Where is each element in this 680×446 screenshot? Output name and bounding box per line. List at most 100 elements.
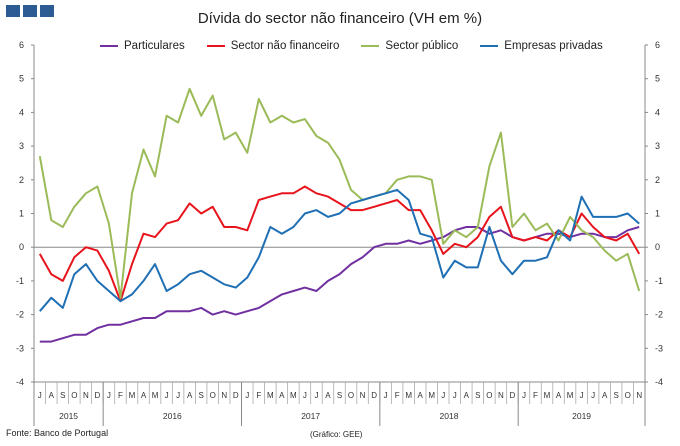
series-line-3 [39,188,640,312]
chart-credit: (Gráfico: GEE) [310,430,363,439]
source-note: Fonte: Banco de Portugal [6,428,109,438]
x-tick-label: S [614,391,619,400]
x-year-label: 2019 [572,411,591,421]
legend-item-empresas-privadas: Empresas privadas [480,40,603,52]
x-tick-label: F [533,391,538,400]
x-tick-label: O [625,391,631,400]
logo-square-3 [40,5,54,17]
x-tick-label: M [428,391,435,400]
y-tick-label-left: 1 [19,209,24,219]
y-tick-label-right: 3 [655,141,660,151]
x-tick-label: M [152,391,159,400]
x-tick-label: J [453,391,457,400]
y-tick-label-left: 3 [19,141,24,151]
x-tick-label: J [38,391,42,400]
y-tick-label-right: -3 [655,343,663,353]
x-tick-label: A [418,391,424,400]
x-tick-label: J [384,391,388,400]
x-tick-label: M [405,391,412,400]
y-tick-label-right: 6 [655,40,660,50]
x-tick-label: M [129,391,136,400]
x-tick-label: J [441,391,445,400]
y-tick-label-left: 5 [19,74,24,84]
x-tick-label: M [290,391,297,400]
x-tick-label: J [591,391,595,400]
x-tick-label: S [198,391,203,400]
legend-label-particulares: Particulares [124,40,185,52]
x-tick-label: N [360,391,366,400]
series-line-1 [38,185,641,303]
y-tick-label-left: -1 [16,276,24,286]
x-tick-label: O [71,391,77,400]
x-tick-label: M [544,391,551,400]
x-tick-label: S [60,391,65,400]
y-tick-label-left: 6 [19,40,24,50]
x-tick-label: A [187,391,193,400]
x-tick-label: A [464,391,470,400]
x-tick-label: J [165,391,169,400]
y-tick-label-right: 0 [655,242,660,252]
y-tick-label-left: -3 [16,343,24,353]
legend-label-empresas-privadas: Empresas privadas [504,40,603,52]
series-line-2 [38,87,641,299]
x-tick-label: A [141,391,147,400]
legend-item-sector-publico: Sector público [361,40,458,52]
x-tick-label: N [636,391,642,400]
x-tick-label: J [245,391,249,400]
y-tick-label-right: 1 [655,209,660,219]
logo-square-1 [6,5,20,17]
logo-square-2 [23,5,37,17]
x-tick-label: D [510,391,516,400]
x-year-label: 2018 [440,411,459,421]
x-tick-label: A [325,391,331,400]
chart-title: Dívida do sector não financeiro (VH em %… [197,10,483,27]
x-tick-label: A [602,391,608,400]
x-tick-label: N [221,391,227,400]
y-tick-label-left: -2 [16,310,24,320]
y-tick-label-right: -1 [655,276,663,286]
y-tick-label-left: 2 [19,175,24,185]
y-tick-label-right: -4 [655,377,663,387]
x-tick-label: D [371,391,377,400]
series-line-0 [39,226,640,343]
x-tick-label: D [233,391,239,400]
x-tick-label: J [314,391,318,400]
x-tick-label: J [107,391,111,400]
x-tick-label: O [348,391,354,400]
x-tick-label: A [49,391,55,400]
x-tick-label: J [522,391,526,400]
x-tick-label: D [95,391,101,400]
x-tick-label: A [279,391,285,400]
y-tick-label-left: -4 [16,377,24,387]
legend-swatch-sector-nao-financeiro [206,45,225,47]
y-tick-label-right: 4 [655,107,660,117]
y-tick-label-right: 5 [655,74,660,84]
legend-swatch-sector-publico [361,45,380,47]
x-year-label: 2015 [59,411,78,421]
x-tick-label: O [486,391,492,400]
x-tick-label: O [210,391,216,400]
x-tick-label: N [498,391,504,400]
legend-item-sector-nao-financeiro: Sector não financeiro [206,40,340,52]
x-tick-label: J [580,391,584,400]
x-year-label: 2017 [301,411,320,421]
x-tick-label: F [118,391,123,400]
x-tick-label: F [256,391,261,400]
legend-label-sector-publico: Sector público [385,40,459,52]
y-tick-label-right: -2 [655,310,663,320]
legend-swatch-empresas-privadas [480,45,499,47]
y-tick-label-left: 4 [19,107,24,117]
legend-swatch-particulares [100,45,118,47]
x-tick-label: N [83,391,89,400]
x-tick-label: S [475,391,480,400]
x-year-label: 2016 [163,411,182,421]
x-tick-label: F [395,391,400,400]
x-tick-label: M [567,391,574,400]
x-tick-label: J [303,391,307,400]
x-tick-label: S [337,391,342,400]
legend-item-particulares: Particulares [100,40,185,52]
x-tick-label: M [267,391,274,400]
legend-label-sector-nao-financeiro: Sector não financeiro [230,40,340,52]
x-tick-label: A [556,391,562,400]
